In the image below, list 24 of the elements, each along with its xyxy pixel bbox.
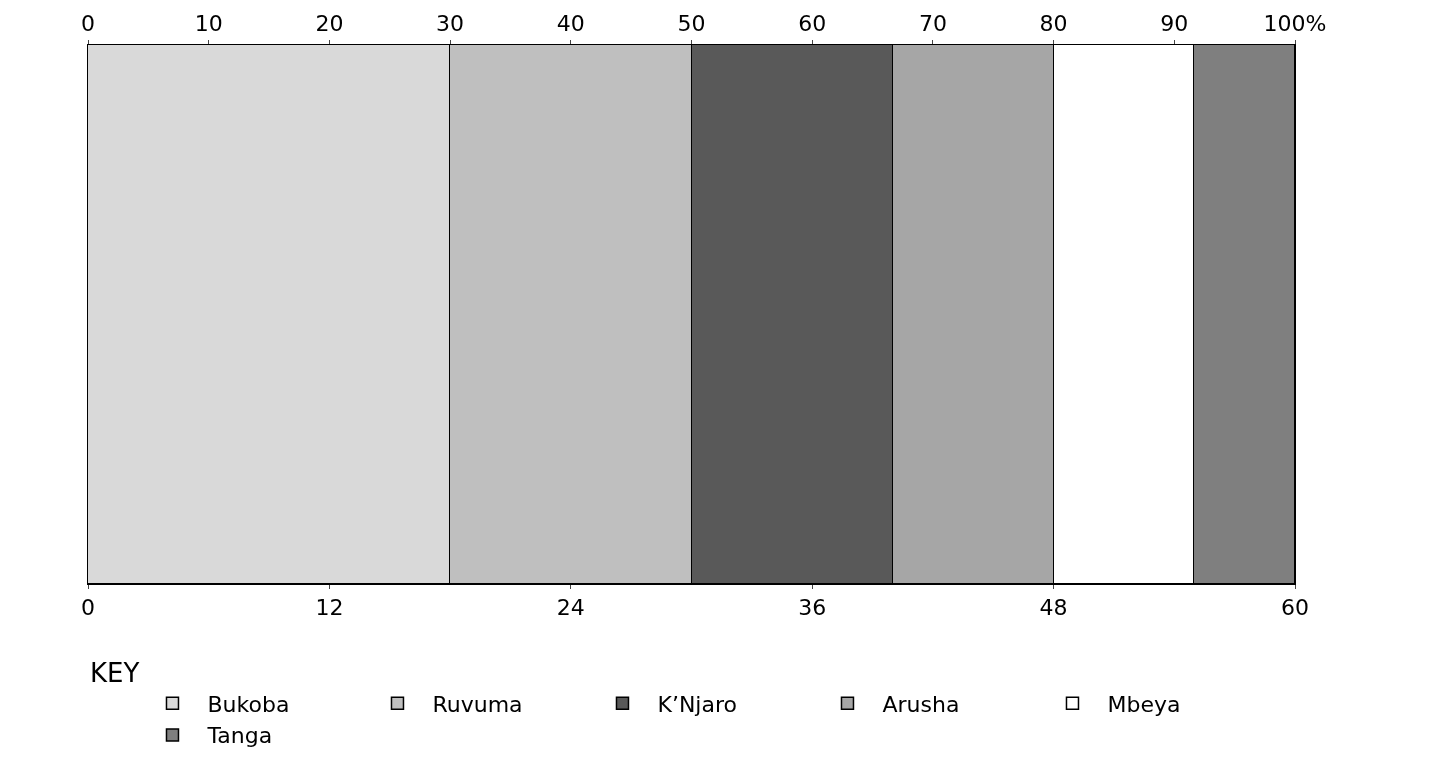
- legend-label: Mbeya: [1107, 691, 1181, 717]
- legend-label: Tanga: [206, 723, 273, 749]
- x-tick-label: 60: [1281, 595, 1309, 621]
- legend-label: Bukoba: [207, 691, 290, 717]
- x2-tick-label: 10: [194, 11, 223, 37]
- x-tick-label: 12: [315, 595, 344, 621]
- x-tick-label: 48: [1039, 595, 1068, 621]
- x-tick-label: 0: [81, 595, 95, 621]
- x-tick-label: 24: [556, 595, 585, 621]
- legend-label: Arusha: [882, 691, 960, 717]
- x2-tick-label: 60: [798, 11, 827, 37]
- x2-tick-label: 80: [1039, 11, 1068, 37]
- x2-tick-label: 50: [677, 11, 706, 37]
- legend-label: K’Njaro: [657, 691, 737, 717]
- x2-tick-label: 0: [81, 11, 95, 37]
- x2-tick-label: 40: [556, 11, 585, 37]
- x2-tick-label: 90: [1160, 11, 1189, 37]
- x2-tick-label: 100%: [1263, 11, 1327, 37]
- x2-tick-label: 30: [436, 11, 465, 37]
- x2-tick-label: 70: [918, 11, 947, 37]
- x-tick-label: 36: [798, 595, 827, 621]
- x2-tick-label: 20: [315, 11, 344, 37]
- legend-title: KEY: [90, 658, 140, 689]
- legend-label: Ruvuma: [432, 691, 523, 717]
